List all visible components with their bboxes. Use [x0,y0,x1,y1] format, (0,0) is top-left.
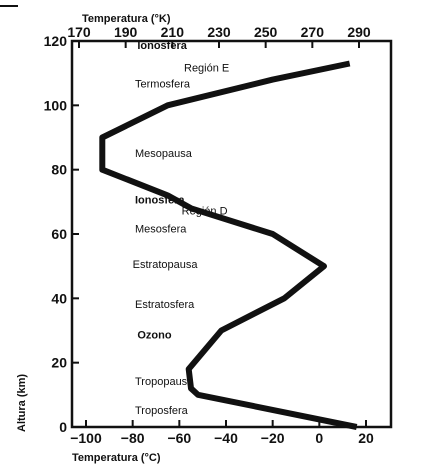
layer-label: Región E [184,63,229,75]
layer-label: Ionosfera [137,40,187,52]
x-tick-label: −20 [261,430,285,446]
layer-label: Región D [182,206,228,218]
x-tick-label: 0 [315,430,323,446]
x-tick-label: −100 [70,430,102,446]
layer-label: Termosfera [135,79,191,91]
x-tick-label: −60 [167,430,191,446]
layer-label: Tropopausa [135,376,194,388]
top-axis-title: Temperatura (°K) [82,13,171,25]
x-top-tick-label: 250 [254,24,278,40]
layer-label: Estratosfera [135,299,195,311]
y-axis-title: Altura (km) [16,374,28,432]
x-top-tick-label: 170 [67,24,91,40]
x-top-tick-label: 210 [161,24,185,40]
x-top-tick-label: 290 [347,24,371,40]
y-tick-label: 40 [51,290,67,306]
x-top-tick-label: 270 [301,24,325,40]
x-top-tick-label: 190 [114,24,138,40]
y-tick-label: 120 [44,33,68,49]
x-tick-label: −80 [121,430,145,446]
y-tick-label: 80 [51,162,67,178]
layer-label: Mesopausa [135,148,193,160]
layer-label: Mesosfera [135,223,187,235]
plot-frame [70,39,393,429]
x-tick-label: 20 [358,430,374,446]
y-tick-label: 100 [44,97,68,113]
layer-label: Ozono [137,330,171,342]
x-top-tick-label: 230 [207,24,231,40]
bottom-axis-title: Temperatura (°C) [72,452,161,464]
x-tick-label: −40 [214,430,238,446]
y-tick-label: 20 [51,355,67,371]
layer-label: Estratopausa [133,259,199,271]
y-tick-label: 60 [51,226,67,242]
y-tick-label: 0 [59,419,67,435]
temperature-profile-line [99,60,358,430]
layer-label: Ionosfera [135,194,185,206]
layer-label: Troposfera [135,405,189,417]
